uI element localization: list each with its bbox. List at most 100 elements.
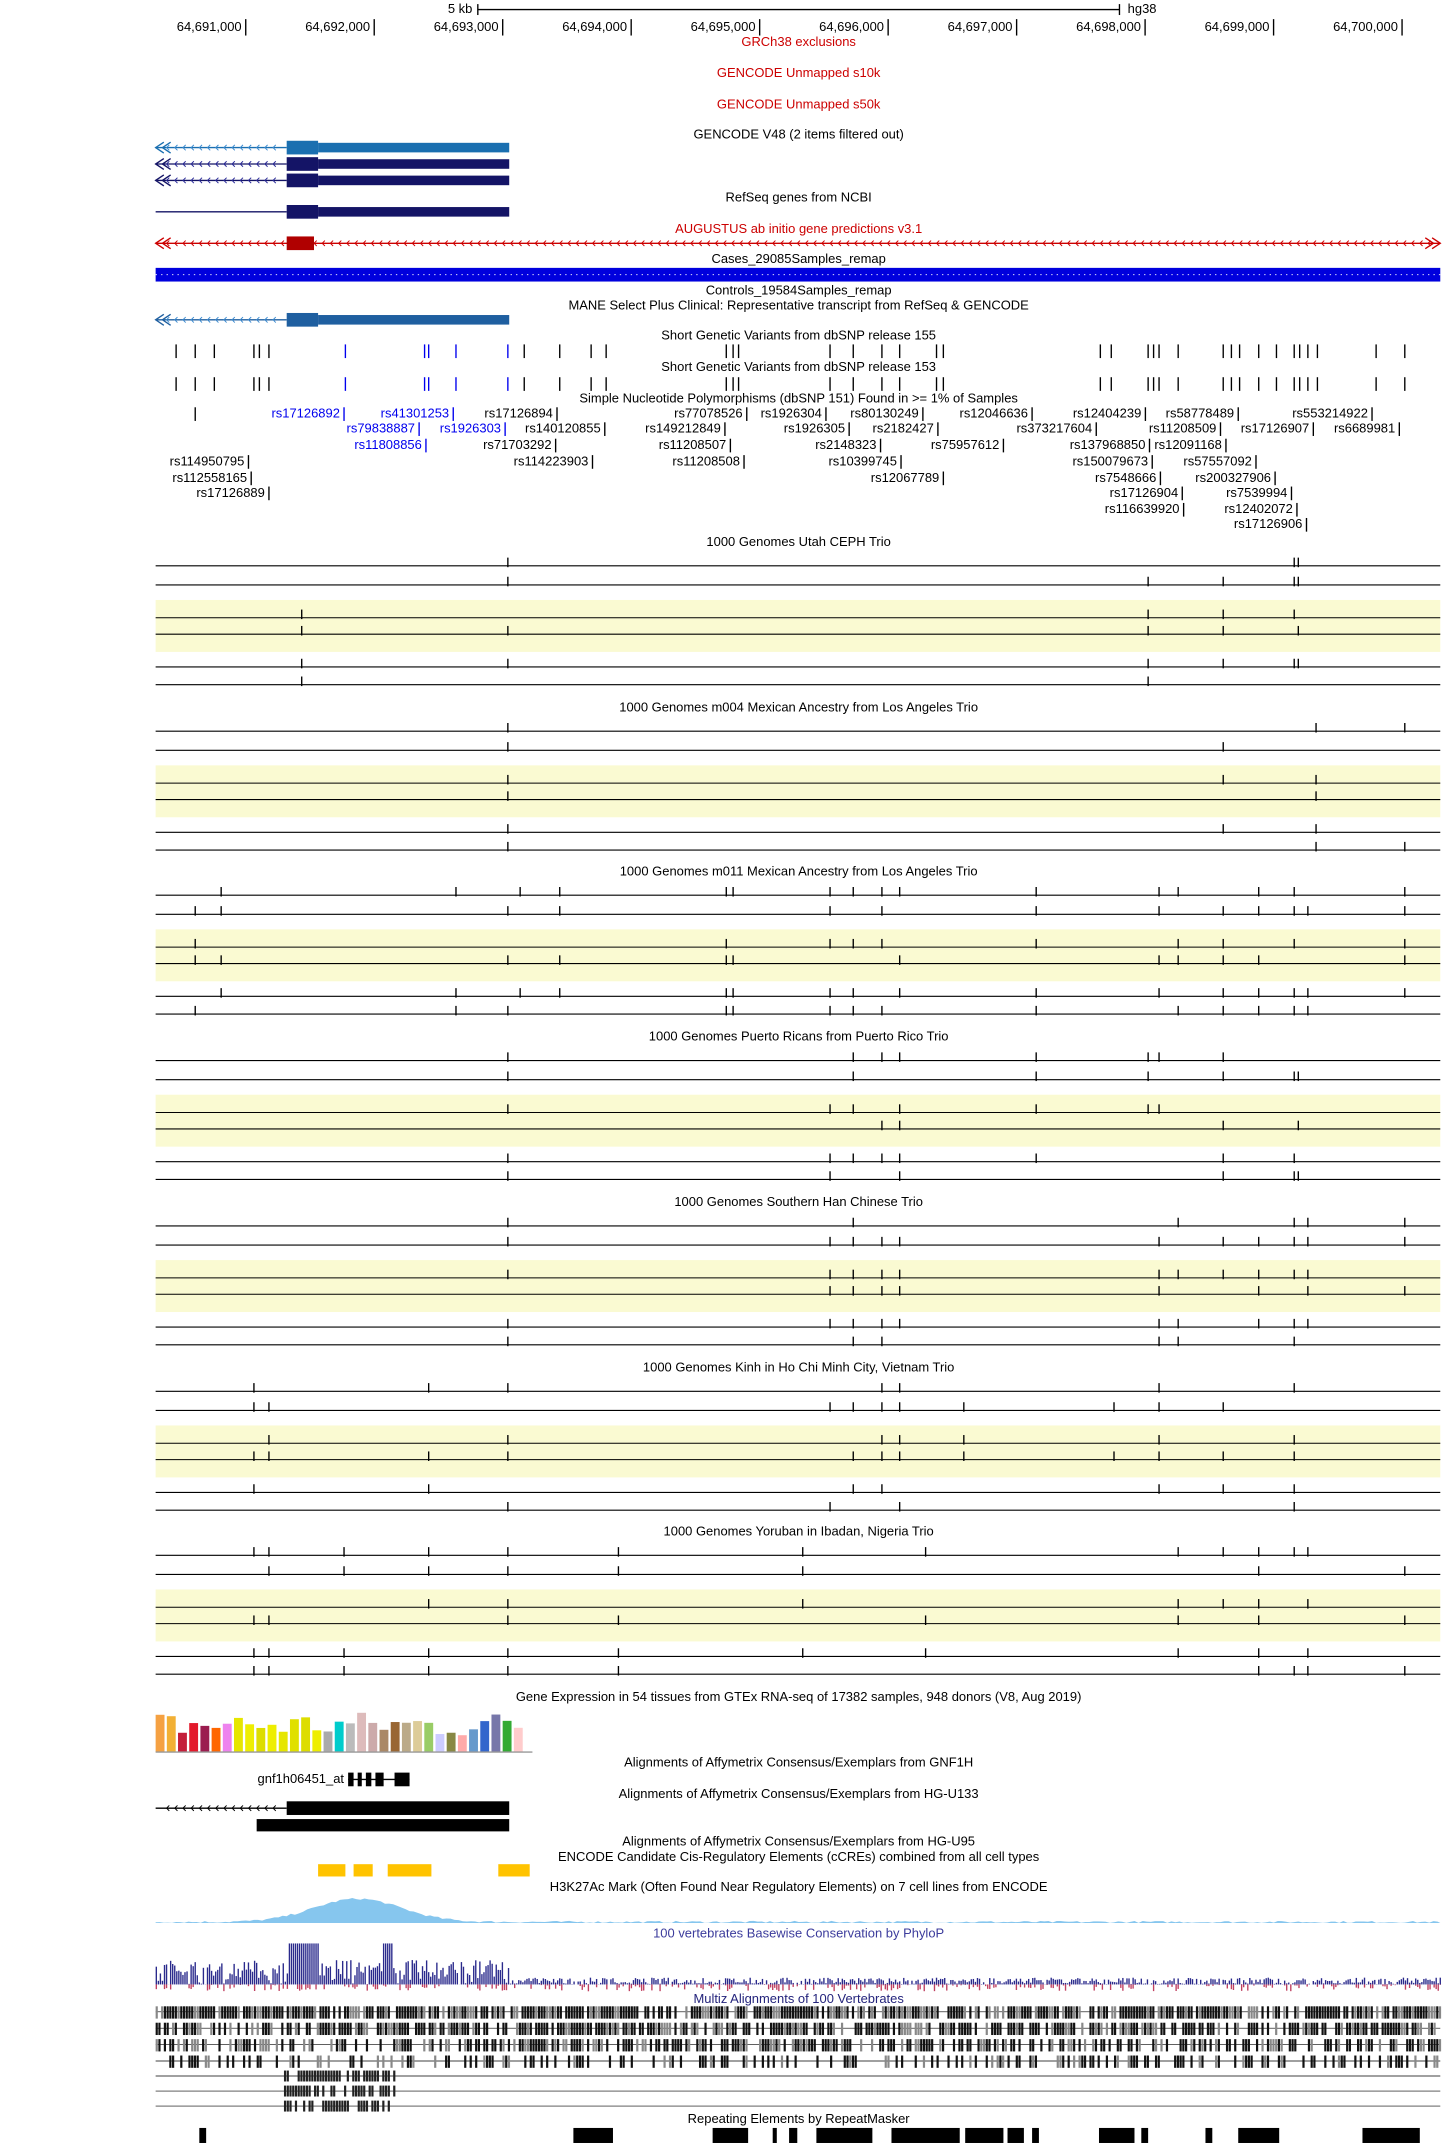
multiz-block (846, 2039, 849, 2052)
multiz-block (1245, 2055, 1248, 2068)
multiz-block (434, 2055, 437, 2068)
multiz-block (879, 2039, 882, 2052)
multiz-block (431, 2006, 434, 2019)
phylop-bar (882, 1980, 884, 1985)
phylop-bar (1079, 1978, 1081, 1985)
phylop-bar (1253, 1983, 1255, 1985)
multiz-block (778, 2022, 781, 2036)
strand-arrow (165, 177, 170, 184)
multiz-block (292, 2085, 295, 2097)
phylop-bar (470, 1981, 473, 1985)
strand-arrow (477, 240, 481, 247)
strand-arrow (1116, 240, 1120, 247)
multiz-block (1280, 2055, 1283, 2068)
phylop-bar (237, 1968, 239, 1985)
strand-arrow (952, 240, 956, 247)
phylop-neg (718, 1984, 721, 1990)
multiz-block (202, 2039, 205, 2052)
phylop-neg (1226, 1984, 1228, 1989)
phylop-neg (843, 1984, 846, 1989)
snp-label: rs1926304 (761, 406, 822, 421)
multiz-block (330, 2085, 333, 2097)
multiz-block (384, 2070, 388, 2082)
phylop-bar (808, 1978, 811, 1985)
strand-arrow (1378, 240, 1382, 247)
multiz-block (305, 2070, 308, 2082)
multiz-block (1414, 2055, 1417, 2068)
multiz-block (846, 2055, 849, 2068)
multiz-block (674, 2022, 677, 2036)
multiz-block (499, 2039, 502, 2052)
assembly-label: hg38 (1128, 1, 1157, 16)
snp-label: rs1926305 (784, 421, 845, 436)
phylop-bar (966, 1982, 968, 1985)
phylop-bar (1312, 1981, 1315, 1985)
multiz-block (324, 2100, 328, 2112)
multiz-block (1119, 2006, 1122, 2019)
multiz-block (1392, 2022, 1395, 2036)
multiz-block (374, 2070, 377, 2082)
phylop-bar (841, 1978, 844, 1985)
strand-arrow (640, 240, 645, 247)
phylop-neg (1095, 1984, 1097, 1987)
multiz-block (1144, 2006, 1147, 2019)
track-title: Short Genetic Variants from dbSNP releas… (661, 328, 936, 343)
phylop-bar (454, 1969, 456, 1985)
multiz-block (611, 2022, 614, 2036)
phylop-neg (477, 1984, 479, 1989)
strand-arrow (984, 240, 989, 247)
phylop-bar (638, 1979, 641, 1985)
phylop-bar (1392, 1983, 1394, 1985)
multiz-block (1103, 2006, 1106, 2019)
snp-label: rs12091168 (1154, 437, 1222, 452)
strand-arrow (829, 240, 834, 247)
multiz-block (1343, 2006, 1346, 2019)
strand-arrow (739, 240, 744, 247)
multiz-block (1422, 2039, 1425, 2052)
multiz-block (1217, 2039, 1220, 2052)
multiz-block (447, 2022, 450, 2036)
phylop-bar (534, 1977, 536, 1985)
multiz-block (1002, 2006, 1005, 2019)
multiz-block (980, 2039, 983, 2052)
multiz-block (1073, 2039, 1076, 2052)
phylop-bar (526, 1978, 528, 1985)
multiz-block (1411, 2022, 1414, 2036)
multiz-block (1307, 2022, 1311, 2036)
multiz-block (1255, 2039, 1259, 2052)
phylop-bar (600, 1982, 602, 1985)
phylop-neg (239, 1984, 241, 1985)
multiz-block (734, 2022, 737, 2036)
phylop-bar (1212, 1979, 1214, 1985)
phylop-neg (1331, 1984, 1333, 1987)
phylop-bar (647, 1983, 649, 1985)
phylop-bar (1408, 1982, 1411, 1985)
phylop-bar (1130, 1983, 1132, 1985)
phylop-bar (440, 1970, 442, 1985)
phylop-bar (456, 1973, 459, 1985)
phylop-bar (1073, 1979, 1075, 1985)
multiz-block (693, 2006, 696, 2019)
multiz-block (1034, 2055, 1038, 2068)
multiz-block (958, 2039, 961, 2052)
phylop-bar (915, 1980, 917, 1985)
multiz-block (341, 2022, 344, 2036)
phylop-neg (976, 1984, 979, 1987)
multiz-block (600, 2022, 603, 2036)
multiz-block (1171, 2022, 1174, 2036)
multiz-block (1195, 2006, 1199, 2019)
strand-arrow (1255, 240, 1260, 247)
phylop-neg (941, 1984, 944, 1988)
phylop-neg (878, 1984, 880, 1987)
phylop-neg (659, 1984, 661, 1992)
multiz-block (660, 2022, 663, 2036)
multiz-block (1337, 2055, 1341, 2068)
multiz-block (1433, 2022, 1436, 2036)
strand-arrow (337, 240, 342, 247)
multiz-block (993, 2039, 997, 2052)
multiz-block (1078, 2055, 1081, 2068)
phylop-bar (1038, 1980, 1040, 1985)
multiz-block (682, 2022, 685, 2036)
phylop-bar (866, 1982, 868, 1985)
